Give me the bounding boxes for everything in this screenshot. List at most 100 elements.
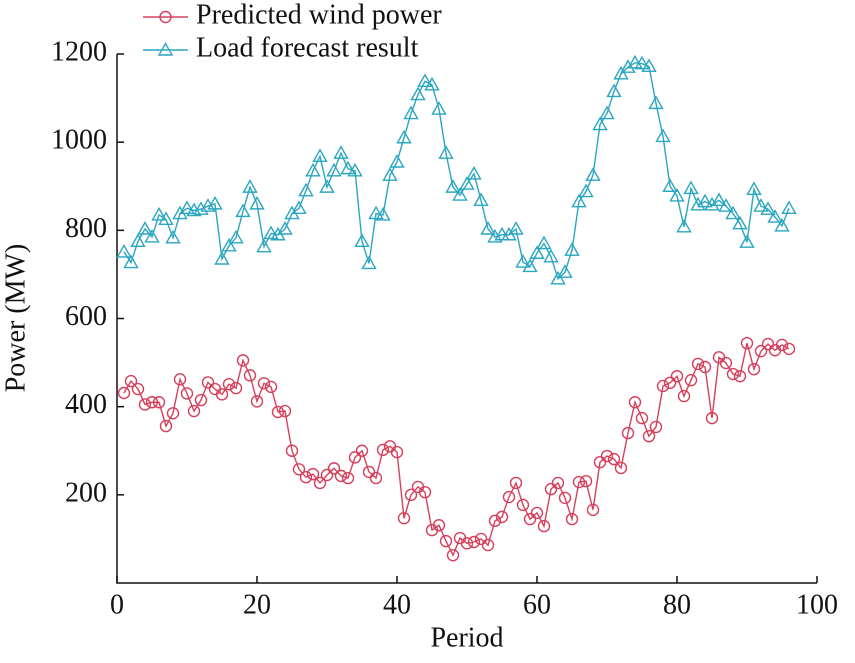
marker <box>781 200 797 214</box>
marker <box>173 373 187 386</box>
marker <box>529 245 545 259</box>
marker <box>718 198 734 212</box>
marker <box>502 490 516 504</box>
marker <box>159 419 173 433</box>
marker <box>362 465 376 479</box>
marker <box>348 451 362 464</box>
marker <box>460 537 474 550</box>
y-tick-label: 200 <box>65 477 107 508</box>
x-tick-label: 0 <box>110 589 124 620</box>
marker <box>614 461 628 475</box>
marker <box>361 255 377 270</box>
marker <box>725 205 741 220</box>
axes <box>116 54 817 584</box>
marker <box>299 471 313 484</box>
legend-label: Predicted wind power <box>196 0 442 30</box>
marker <box>691 357 705 371</box>
legend-label: Load forecast result <box>196 32 419 63</box>
marker <box>669 188 685 202</box>
marker <box>124 374 138 388</box>
marker <box>221 237 237 252</box>
marker <box>201 376 215 389</box>
marker <box>740 336 754 350</box>
marker <box>649 420 663 434</box>
marker <box>677 389 691 403</box>
y-tick-label: 800 <box>65 213 107 244</box>
marker <box>306 467 320 481</box>
marker <box>320 468 334 482</box>
marker <box>543 248 559 263</box>
marker <box>228 229 244 244</box>
marker <box>431 101 447 115</box>
marker <box>334 469 348 483</box>
series-line <box>123 343 790 557</box>
marker <box>151 206 167 221</box>
marker <box>655 128 671 143</box>
marker <box>572 475 586 489</box>
marker <box>747 362 761 376</box>
marker <box>705 411 719 425</box>
marker <box>404 488 418 502</box>
marker <box>459 176 475 190</box>
marker <box>551 476 565 490</box>
marker <box>446 549 460 562</box>
marker <box>683 180 699 195</box>
marker <box>662 178 678 192</box>
marker <box>291 200 307 214</box>
marker <box>137 221 153 235</box>
marker <box>719 356 733 370</box>
marker <box>229 381 243 395</box>
marker <box>466 165 482 180</box>
marker <box>627 54 643 69</box>
marker <box>599 105 615 120</box>
marker <box>271 405 285 419</box>
marker <box>166 407 180 420</box>
x-axis-label: Period <box>430 622 503 653</box>
marker <box>761 337 775 351</box>
marker <box>767 209 783 223</box>
marker <box>242 179 258 193</box>
marker <box>333 145 349 159</box>
marker <box>579 474 593 488</box>
marker <box>256 238 272 253</box>
marker <box>263 225 279 240</box>
marker <box>592 116 608 131</box>
marker <box>676 218 692 233</box>
marker <box>438 145 454 159</box>
marker <box>697 193 713 208</box>
marker <box>159 10 172 24</box>
marker <box>250 395 264 408</box>
marker <box>117 386 131 400</box>
marker <box>704 196 720 211</box>
marker <box>116 244 132 258</box>
x-tick-label: 60 <box>523 589 551 620</box>
y-tick-label: 400 <box>65 389 107 420</box>
marker <box>550 270 566 285</box>
marker <box>417 73 433 88</box>
marker <box>347 162 363 177</box>
marker <box>277 221 293 235</box>
marker <box>410 86 426 101</box>
marker <box>158 211 174 226</box>
marker <box>557 264 573 278</box>
marker <box>530 506 544 520</box>
marker <box>467 535 481 549</box>
marker <box>663 376 677 390</box>
marker <box>586 503 600 517</box>
marker <box>565 512 579 526</box>
marker <box>607 452 621 466</box>
marker <box>243 369 257 382</box>
marker <box>509 476 523 490</box>
marker <box>396 129 412 144</box>
marker <box>397 511 411 525</box>
marker <box>354 233 370 248</box>
marker <box>319 179 335 193</box>
marker <box>732 215 748 230</box>
marker <box>634 55 650 70</box>
y-axis-label: Power (MW) <box>0 244 31 393</box>
marker <box>726 367 740 381</box>
marker <box>144 229 160 243</box>
marker <box>340 160 356 175</box>
marker <box>390 445 404 459</box>
marker <box>621 426 635 440</box>
